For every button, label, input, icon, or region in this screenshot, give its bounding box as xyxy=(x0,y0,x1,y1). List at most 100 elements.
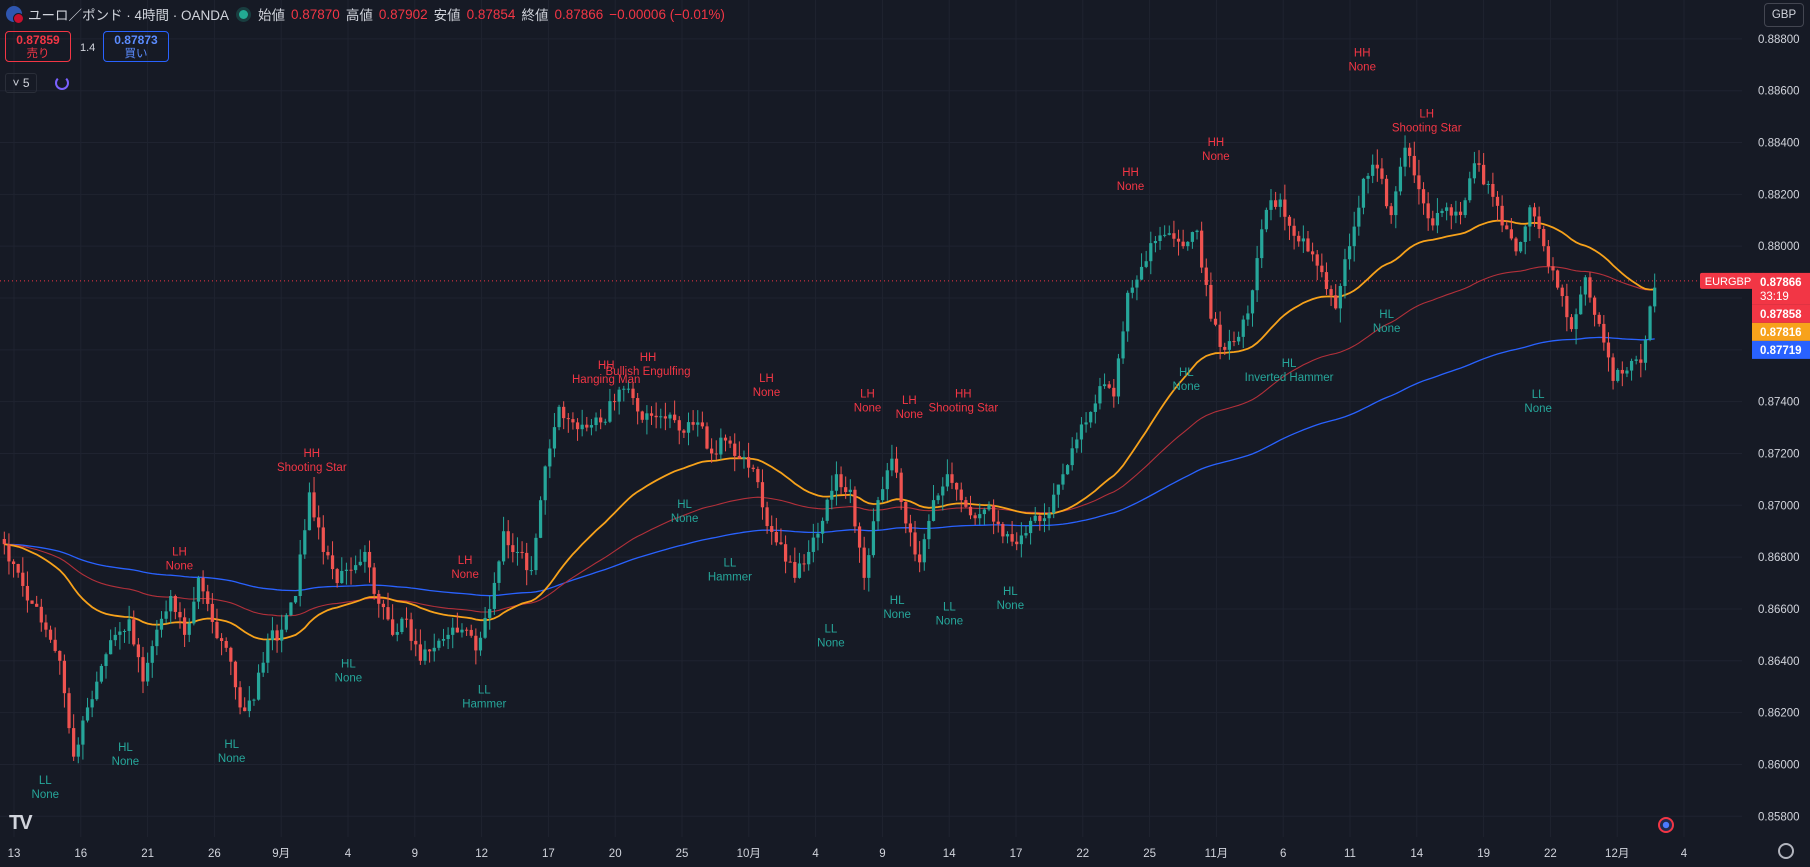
settings-icon[interactable] xyxy=(1778,843,1794,859)
swing-high-label: LH None xyxy=(854,388,882,414)
candle-body xyxy=(192,601,196,624)
sell-button[interactable]: 0.87859 売り xyxy=(5,31,71,62)
candle-body xyxy=(714,453,718,455)
time-tick-label: 9月 xyxy=(272,848,290,860)
candle-body xyxy=(1389,206,1393,216)
candle-body xyxy=(1024,533,1028,536)
close-value: 0.87866 xyxy=(554,6,604,22)
candle-body xyxy=(1361,178,1366,208)
candle-body xyxy=(1431,218,1435,226)
price-tick-label: 0.86800 xyxy=(1758,552,1800,564)
candle-body xyxy=(76,744,80,757)
symbol-title[interactable]: ユーロ／ポンド · 4時間 · OANDA xyxy=(28,8,230,23)
candle-body xyxy=(2,538,6,545)
candle-body xyxy=(654,415,658,418)
candle-body xyxy=(243,707,247,712)
candle-body xyxy=(1264,209,1268,230)
candle-body xyxy=(1639,359,1643,363)
candle-body xyxy=(534,537,538,571)
candle-body xyxy=(1421,189,1426,204)
candle-body xyxy=(1260,229,1264,259)
currency-button[interactable]: GBP xyxy=(1764,3,1804,27)
candle-body xyxy=(1075,439,1079,449)
candle-body xyxy=(386,607,390,620)
candle-body xyxy=(811,537,815,552)
ma-red-price-tag xyxy=(1752,304,1810,323)
candle-body xyxy=(1398,166,1403,192)
candle-body xyxy=(1371,164,1375,176)
indicator-count: 5 xyxy=(22,76,30,90)
candle-body xyxy=(562,406,566,419)
candle-body xyxy=(964,500,968,507)
candle-body xyxy=(16,564,20,573)
ema-orange-price-tag xyxy=(1752,322,1810,341)
candle-body xyxy=(765,507,769,527)
swing-low-label: HL None xyxy=(883,595,911,621)
swing-low-label: HL None xyxy=(218,739,246,765)
candle-body xyxy=(1001,524,1005,537)
swing-type: HH xyxy=(304,448,321,460)
candle-body xyxy=(1172,233,1176,239)
candle-body xyxy=(1329,289,1333,296)
goto-realtime-icon[interactable] xyxy=(1658,817,1674,833)
swing-high-label: LH None xyxy=(451,555,479,581)
swing-low-label: LL Hammer xyxy=(708,558,752,584)
candle-body xyxy=(284,615,288,630)
swing-high-label: LH None xyxy=(166,546,194,572)
swing-high-label: LH None xyxy=(896,395,924,421)
candle-body xyxy=(441,639,446,641)
tradingview-logo-icon[interactable]: TV xyxy=(9,812,33,834)
ema-orange-line xyxy=(4,219,1655,641)
candle-body xyxy=(1634,359,1638,361)
time-tick-label: 16 xyxy=(74,848,87,860)
swing-low-label: HL None xyxy=(1173,367,1201,393)
swing-low-label: LL None xyxy=(32,775,60,801)
candle-body xyxy=(1653,287,1657,307)
candle-body xyxy=(1158,235,1162,241)
candle-body xyxy=(1278,199,1282,207)
candle-body xyxy=(1320,265,1324,273)
candle-body xyxy=(603,421,607,423)
candle-body xyxy=(122,630,127,632)
indicators-toggle[interactable]: ˅ 5 xyxy=(5,73,37,93)
candle-body xyxy=(146,662,150,682)
candle-body xyxy=(820,520,825,534)
candle-body xyxy=(1597,314,1601,324)
ma-blue-price-tag xyxy=(1752,340,1810,359)
candle-body xyxy=(1163,234,1167,236)
candle-body xyxy=(1519,241,1523,252)
candle-body xyxy=(622,388,626,390)
candle-body xyxy=(62,660,67,694)
swing-type: LH xyxy=(759,373,774,385)
time-axis[interactable]: 13 16 21 26 9月 4 9 12 17 20 25 10月 4 9 14 17 22 25 11月 6 11 1… xyxy=(8,848,1688,860)
swing-type: HH xyxy=(1122,167,1139,179)
buy-label: 買い xyxy=(124,48,148,60)
candle-body xyxy=(1033,515,1037,521)
candle-body xyxy=(354,565,358,571)
loading-icon xyxy=(55,76,69,90)
candle-body xyxy=(1468,178,1472,201)
candle-body xyxy=(464,629,469,631)
candlesticks xyxy=(2,135,1657,764)
swing-high-label: LH Shooting Star xyxy=(1392,108,1462,134)
open-value: 0.87870 xyxy=(291,6,340,22)
candle-pattern: None xyxy=(671,513,699,525)
candle-body xyxy=(1380,168,1384,179)
candle-body xyxy=(404,618,409,620)
candle-body xyxy=(705,426,709,449)
candle-body xyxy=(1403,147,1407,167)
buy-button[interactable]: 0.87873 買い xyxy=(103,31,169,62)
candle-body xyxy=(612,401,617,403)
candle-body xyxy=(1560,287,1564,297)
candle-body xyxy=(1384,178,1389,207)
last-price-tag-text: 0.87866 xyxy=(1760,277,1802,289)
sell-price: 0.87859 xyxy=(16,33,60,47)
candle-body xyxy=(1246,313,1250,320)
swing-type: HL xyxy=(1003,586,1018,598)
candle-body xyxy=(834,474,839,491)
symbol-info-bar: ユーロ／ポンド · 4時間 · OANDA 始値 0.87870 高値 0.8790… xyxy=(6,4,725,24)
price-axis[interactable]: 0.88800 0.88600 0.88400 0.88200 0.88000 0.878… xyxy=(1700,34,1810,823)
candle-body xyxy=(1204,267,1208,285)
candle-body xyxy=(1620,369,1624,374)
